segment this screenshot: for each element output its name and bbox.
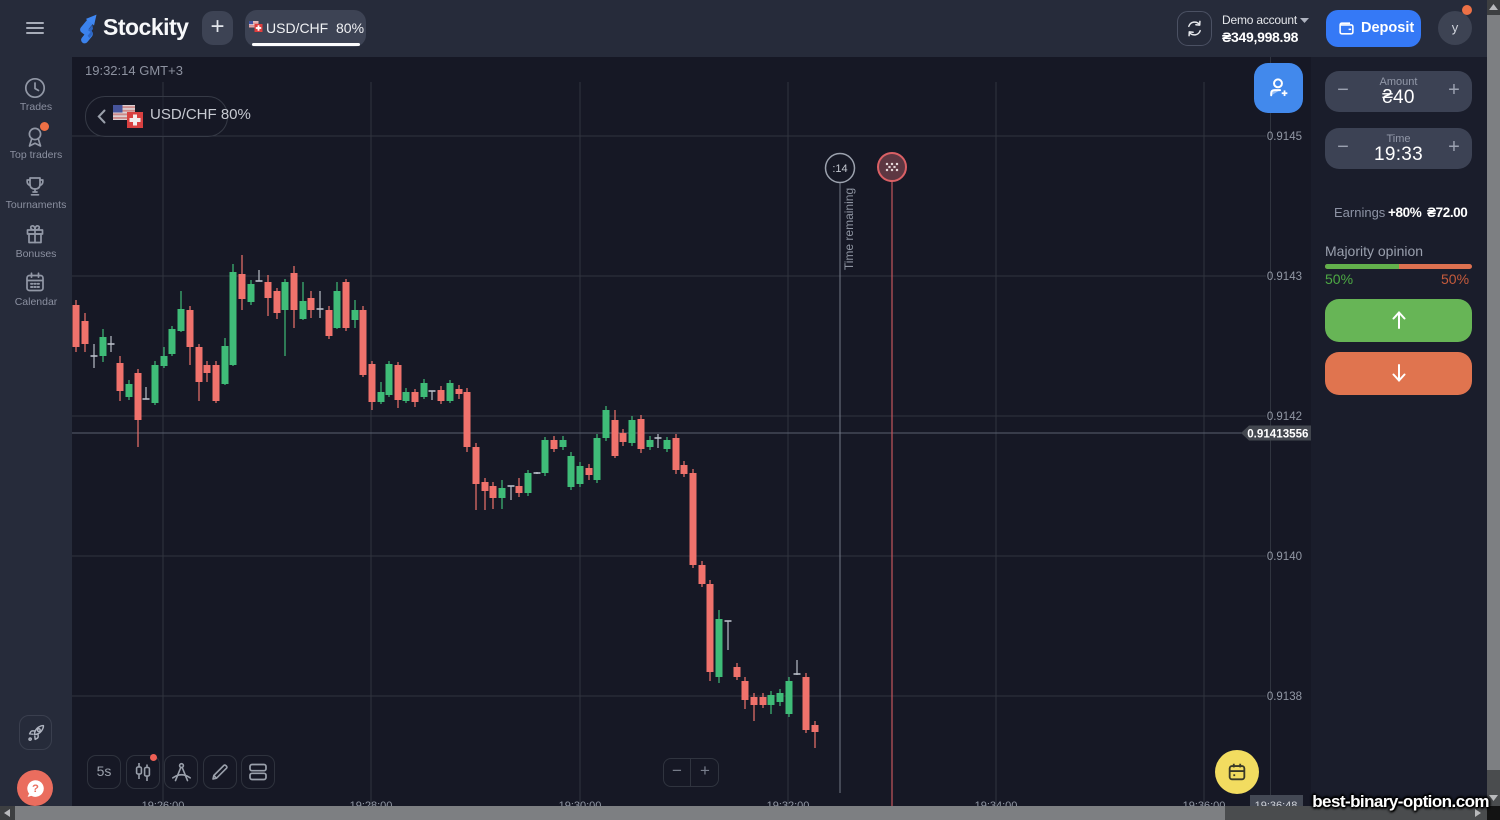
- svg-text:0.9145: 0.9145: [1267, 131, 1302, 143]
- svg-text:?: ?: [32, 783, 39, 795]
- svg-text:0.9142: 0.9142: [1267, 411, 1302, 423]
- svg-text:Time remaining: Time remaining: [842, 188, 856, 270]
- svg-text:0.91413556: 0.91413556: [1247, 428, 1309, 441]
- svg-text:0.9140: 0.9140: [1267, 551, 1302, 563]
- svg-text:0.9143: 0.9143: [1267, 271, 1302, 283]
- svg-text:0.9138: 0.9138: [1267, 691, 1302, 703]
- svg-text::14: :14: [832, 163, 847, 175]
